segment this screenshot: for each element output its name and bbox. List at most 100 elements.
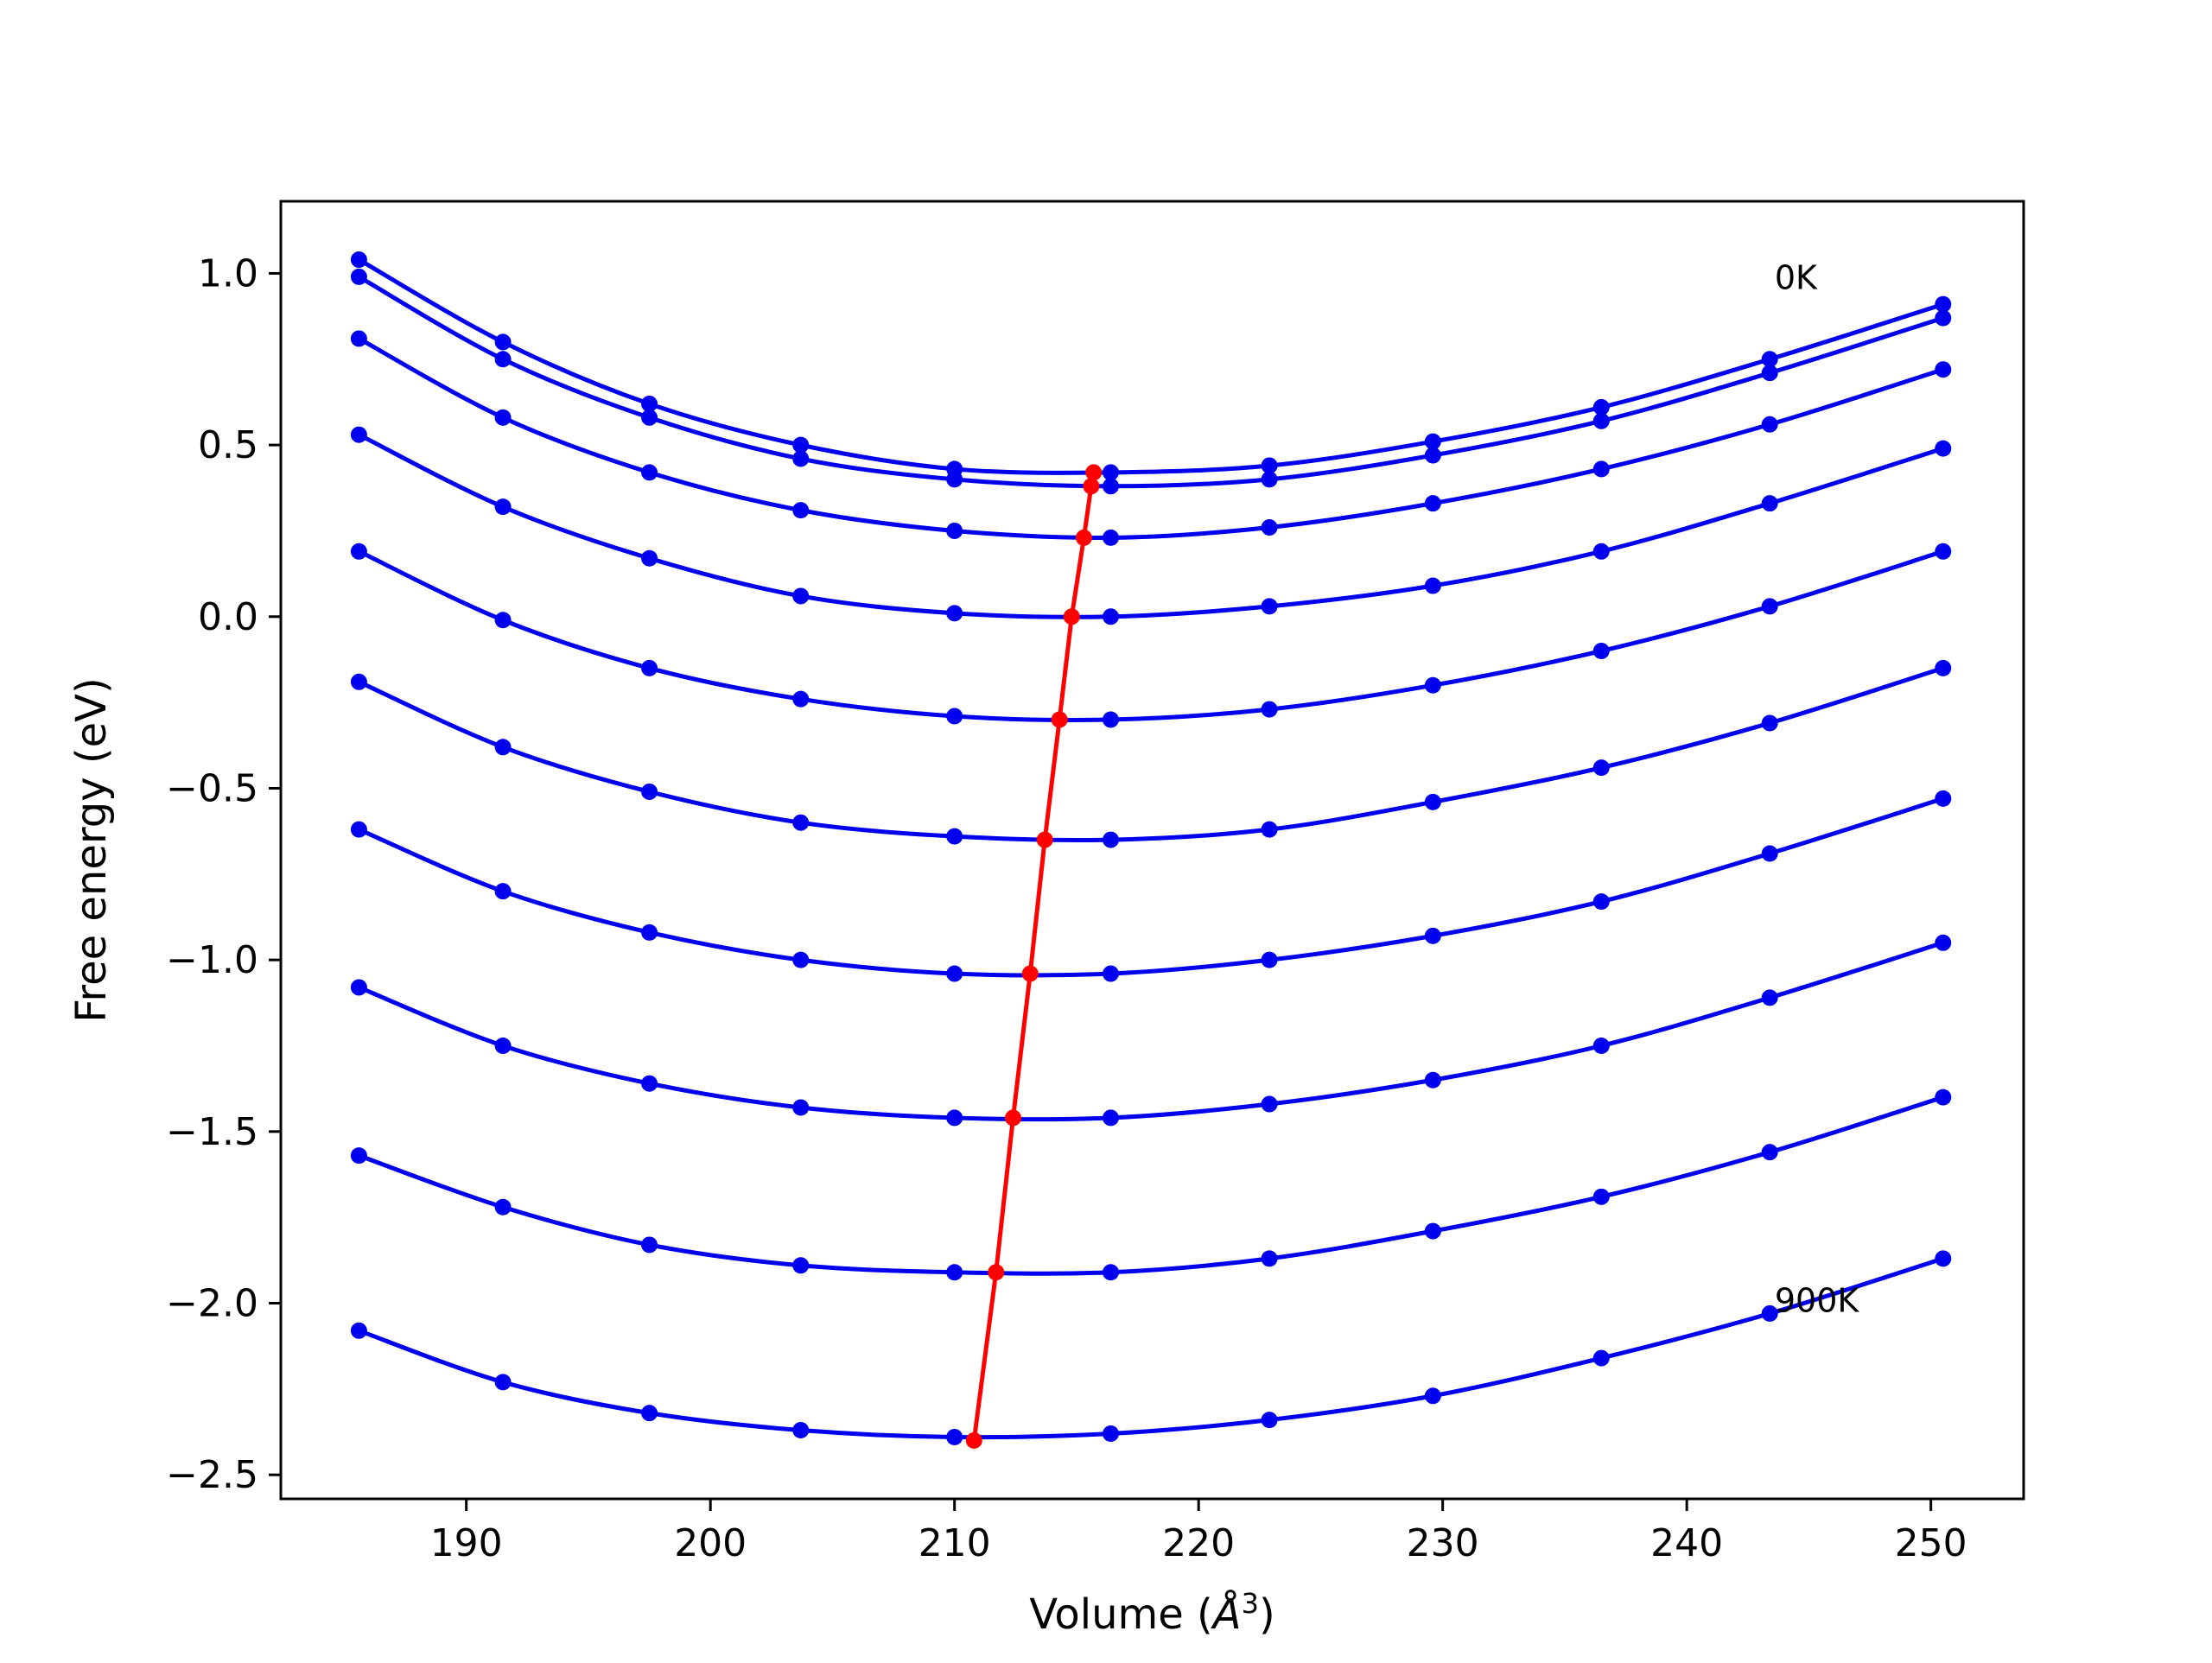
data-point <box>1592 460 1610 478</box>
x-tick-label: 220 <box>1162 1521 1235 1565</box>
x-tick-label: 210 <box>918 1521 991 1565</box>
data-point <box>1761 598 1778 615</box>
data-point <box>1261 821 1278 838</box>
data-point <box>1592 543 1610 560</box>
data-point <box>494 1374 512 1391</box>
data-point <box>494 1198 512 1216</box>
data-point <box>494 883 512 900</box>
series-curve-7 <box>350 934 1952 1127</box>
data-point <box>1761 416 1778 433</box>
data-point <box>350 1147 367 1165</box>
data-point <box>1761 1144 1778 1161</box>
data-point <box>641 409 658 426</box>
data-point <box>1261 1095 1278 1113</box>
x-axis: 190 200 210 220 230 240 250 <box>430 1499 1967 1565</box>
data-point <box>350 251 367 269</box>
data-point <box>792 436 810 454</box>
data-point <box>641 464 658 481</box>
data-point <box>1424 927 1441 944</box>
minimum-curve <box>965 464 1103 1449</box>
data-point <box>1261 471 1278 488</box>
data-point <box>1935 361 1952 378</box>
data-point <box>1935 1250 1952 1267</box>
series-curve-0 <box>350 251 1952 481</box>
data-point <box>494 1037 512 1054</box>
series-curve-6 <box>350 790 1952 982</box>
data-point <box>1935 309 1952 327</box>
data-point <box>1261 701 1278 718</box>
series-curve-8 <box>350 1089 1952 1281</box>
data-point <box>1102 529 1119 546</box>
data-point <box>350 330 367 347</box>
data-point <box>1592 643 1610 660</box>
data-point <box>1935 543 1952 560</box>
data-point <box>1761 351 1778 368</box>
data-point <box>946 965 963 982</box>
data-point <box>1102 464 1119 481</box>
data-point <box>350 979 367 996</box>
x-tick-label: 250 <box>1895 1521 1967 1565</box>
data-point <box>792 1257 810 1274</box>
data-point <box>350 426 367 443</box>
data-point <box>1761 714 1778 732</box>
axes-frame <box>279 200 2025 1501</box>
data-point <box>1102 1425 1119 1443</box>
data-point <box>1424 577 1441 594</box>
data-point <box>1592 1037 1610 1054</box>
data-point <box>946 522 963 539</box>
data-point <box>1102 608 1119 625</box>
y-tick-label: −2.5 <box>166 1453 258 1497</box>
data-point <box>1261 518 1278 536</box>
data-point <box>1592 412 1610 429</box>
data-point <box>350 543 367 560</box>
data-point <box>946 1109 963 1127</box>
data-point <box>641 924 658 941</box>
data-point <box>1102 478 1119 495</box>
minimum-point <box>1063 608 1080 625</box>
data-point <box>350 821 367 838</box>
annotation-1: 900K <box>1775 1282 1860 1320</box>
data-point <box>1592 1349 1610 1367</box>
data-point <box>792 1422 810 1439</box>
data-point <box>1102 1264 1119 1281</box>
data-point <box>1424 676 1441 694</box>
y-tick-label: 0.0 <box>198 595 258 639</box>
y-axis-label: Free energy (eV) <box>67 677 116 1022</box>
data-point <box>1102 1109 1119 1127</box>
data-point <box>792 1099 810 1116</box>
data-point <box>1424 1222 1441 1240</box>
data-point <box>350 1322 367 1339</box>
data-point <box>641 659 658 676</box>
data-point <box>1935 659 1952 676</box>
series-curve-1 <box>350 268 1952 495</box>
y-axis: 1.0 0.5 0.0 −0.5 −1.0 −1.5 −2.0 −2.5 <box>166 251 281 1497</box>
data-point <box>792 587 810 605</box>
data-point <box>1261 1412 1278 1429</box>
series-curve-4 <box>350 543 1952 728</box>
data-point <box>494 351 512 368</box>
minimum-point <box>1021 965 1039 982</box>
x-tick-label: 240 <box>1650 1521 1723 1565</box>
data-point <box>792 690 810 708</box>
data-point <box>350 673 367 690</box>
data-point <box>1761 365 1778 382</box>
minimum-point <box>1083 478 1100 495</box>
data-point <box>792 450 810 467</box>
data-point <box>1102 965 1119 982</box>
data-point <box>1761 1304 1778 1322</box>
data-point <box>1935 295 1952 313</box>
minimum-point <box>1051 711 1068 728</box>
data-point <box>1761 845 1778 862</box>
data-point <box>946 1264 963 1281</box>
series-curve-3 <box>350 426 1952 625</box>
minimum-point <box>1004 1109 1021 1127</box>
x-tick-label: 200 <box>674 1521 747 1565</box>
data-point <box>641 783 658 800</box>
data-point <box>641 549 658 567</box>
data-point <box>1102 831 1119 848</box>
data-point <box>1424 495 1441 512</box>
data-point <box>494 498 512 516</box>
y-tick-label: 1.0 <box>198 251 258 295</box>
